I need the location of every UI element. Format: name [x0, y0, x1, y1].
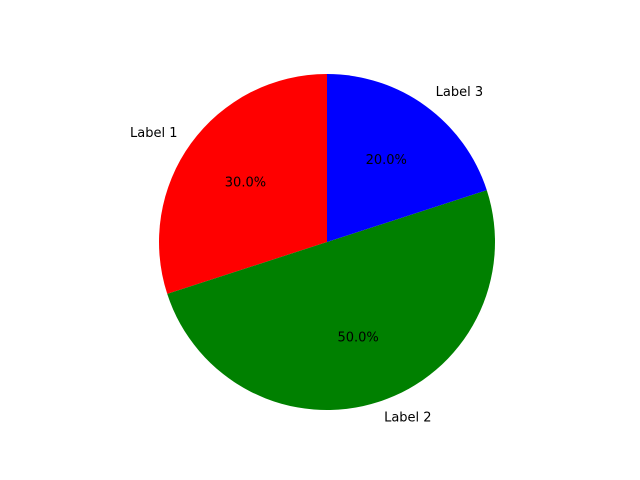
- slice-label-3: Label 3: [436, 85, 483, 100]
- pie-slices: [158, 74, 496, 410]
- slice-percent-label-1: 30.0%: [225, 175, 266, 190]
- slice-label-2: Label 2: [384, 410, 431, 425]
- slice-label-1: Label 1: [130, 126, 177, 141]
- pie-slice-1: [158, 74, 327, 294]
- slice-percent-label-3: 20.0%: [366, 153, 407, 168]
- pie-slice-2: [167, 190, 496, 410]
- pie-slice-3: [327, 74, 487, 242]
- pie-labels: Label 1 30.0% Label 2 50.0% Label 3 20.0%: [130, 85, 483, 425]
- slice-percent-label-2: 50.0%: [337, 330, 378, 345]
